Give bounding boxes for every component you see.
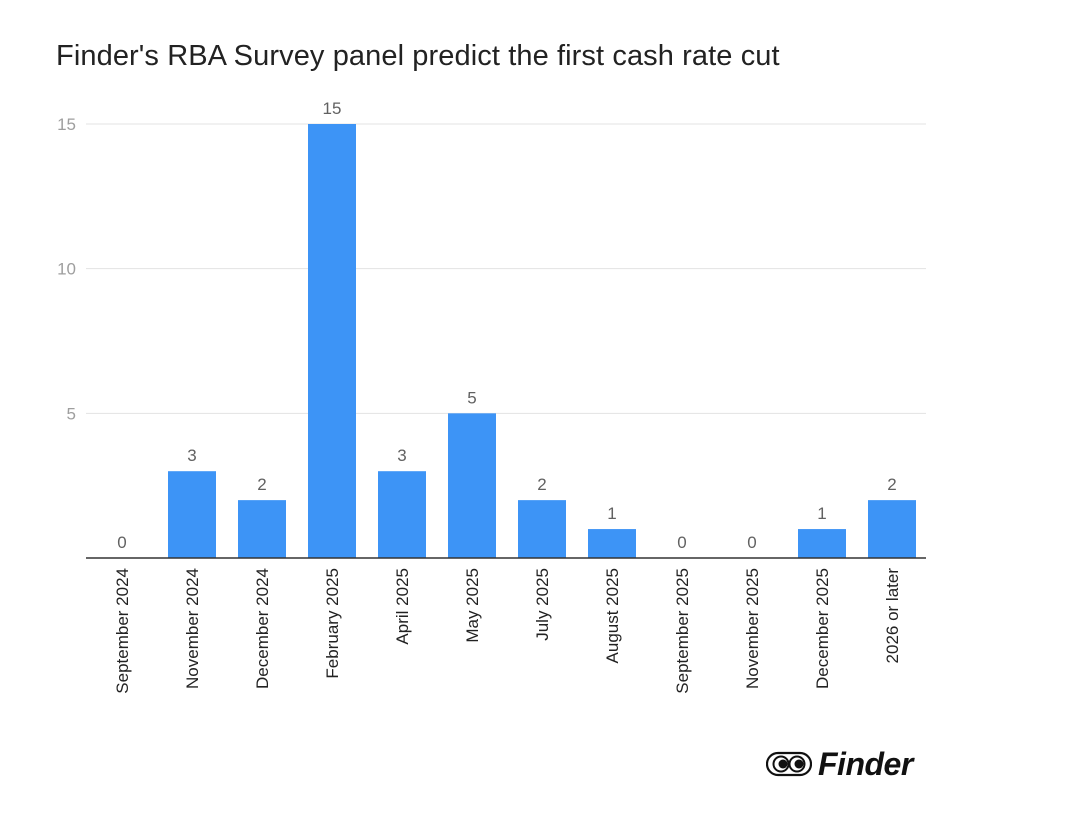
x-tick-label: November 2024 — [183, 568, 202, 689]
data-label: 2 — [887, 475, 896, 494]
data-label: 0 — [747, 533, 756, 552]
bar — [168, 471, 216, 558]
data-label: 2 — [537, 475, 546, 494]
x-tick-label: April 2025 — [393, 568, 412, 645]
y-tick-label: 10 — [57, 260, 76, 279]
data-label: 2 — [257, 475, 266, 494]
data-label: 1 — [817, 504, 826, 523]
data-label: 3 — [397, 446, 406, 465]
y-tick-label: 15 — [57, 115, 76, 134]
x-tick-label: 2026 or later — [883, 568, 902, 664]
bar — [238, 500, 286, 558]
bar — [798, 529, 846, 558]
x-tick-label: September 2025 — [673, 568, 692, 694]
data-label: 0 — [117, 533, 126, 552]
x-tick-label: December 2024 — [253, 568, 272, 689]
bar — [518, 500, 566, 558]
x-tick-label: May 2025 — [463, 568, 482, 643]
chart-title: Finder's RBA Survey panel predict the fi… — [56, 40, 780, 72]
bar — [448, 413, 496, 558]
x-tick-label: November 2025 — [743, 568, 762, 689]
gridlines — [86, 123, 926, 414]
bar — [588, 529, 636, 558]
x-tick-label: December 2025 — [813, 568, 832, 689]
data-label: 3 — [187, 446, 196, 465]
x-tick-label: July 2025 — [533, 568, 552, 641]
bar — [308, 124, 356, 558]
x-tick-label: February 2025 — [323, 568, 342, 679]
data-label: 5 — [467, 388, 476, 407]
data-label: 1 — [607, 504, 616, 523]
x-tick-label: August 2025 — [603, 568, 622, 663]
data-label: 0 — [677, 533, 686, 552]
brand-name: Finder — [818, 746, 913, 782]
finder-logo: Finder — [766, 748, 913, 780]
data-label: 15 — [323, 99, 342, 118]
finder-eyes-icon — [766, 751, 812, 777]
bars — [168, 124, 916, 558]
bar — [378, 471, 426, 558]
bar — [868, 500, 916, 558]
y-tick-label: 5 — [67, 404, 76, 423]
x-tick-label: September 2024 — [113, 568, 132, 694]
